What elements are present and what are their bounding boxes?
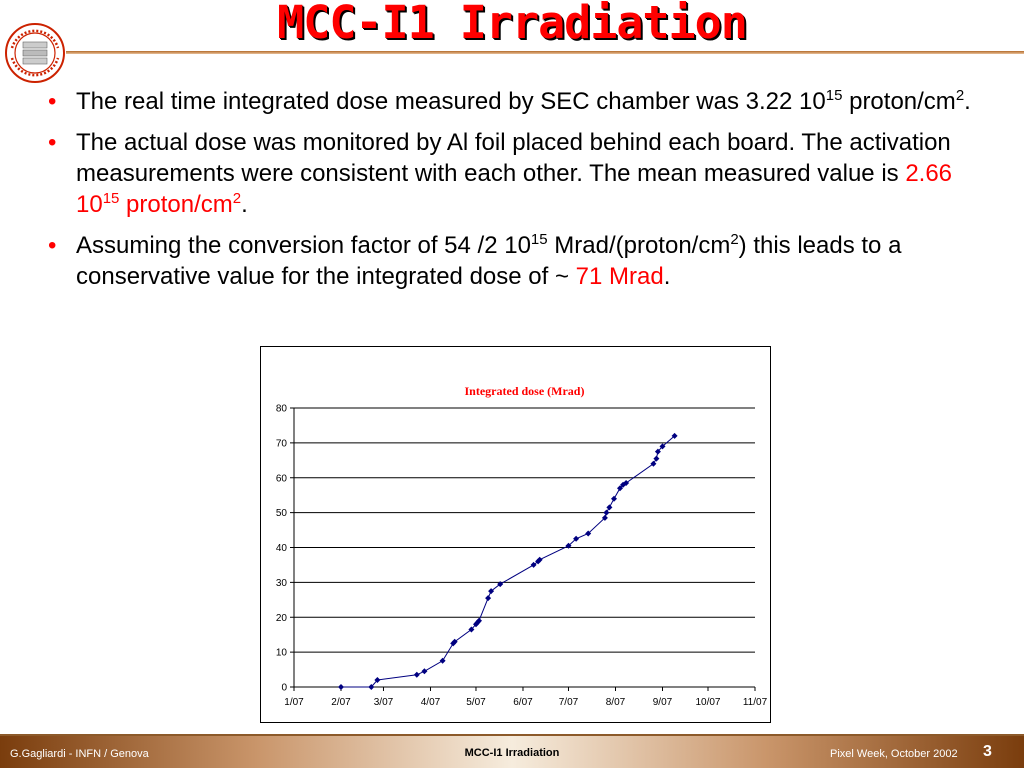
data-point [468,626,475,633]
title-divider [66,51,1024,54]
chart-canvas: Integrated dose (Mrad) 0 10 20 30 40 50 60 70 80 1… [276,384,768,708]
data-point [565,542,572,549]
highlight-value: proton/cm [119,191,233,218]
x-tick-label: 7/07 [559,697,579,708]
bullet-item-sec-dose: • The real time integrated dose measured… [48,86,998,117]
data-point [451,638,458,645]
bullet-text: . [241,191,248,218]
data-point [421,668,428,675]
bullet-marker: • [48,129,57,156]
page-number: 3 [983,743,992,760]
y-tick-label: 40 [276,543,288,554]
data-point [611,495,617,502]
atlas-pixel-logo [4,22,66,84]
data-point [653,455,660,462]
exponent: 15 [102,190,120,207]
bullet-text: ) this leads to a conservative value for… [76,232,902,290]
y-tick-label: 30 [276,578,288,589]
data-point [650,460,657,467]
data-point [530,561,537,568]
data-point [654,448,661,455]
bullet-text: . [964,88,971,115]
bullet-marker: • [48,232,57,259]
exponent: 2 [232,190,242,207]
y-tick-label: 80 [276,404,288,415]
y-tick-label: 0 [281,683,287,694]
data-point [603,509,610,516]
x-tick-label: 5/07 [466,697,486,708]
chart-title: Integrated dose (Mrad) [465,384,585,398]
footer-bar: G.Gagliardi - INFN / Genova MCC-I1 Irrad… [0,734,1024,768]
data-point [497,581,504,588]
x-tick-label: 1/07 [284,697,304,708]
data-point [536,556,543,563]
x-tick-label: 8/07 [606,697,626,708]
data-point [338,684,344,690]
x-tick-label: 3/07 [374,697,394,708]
data-point [439,657,446,664]
series-line [341,435,675,688]
data-point [617,485,623,492]
data-point [368,684,375,690]
x-tick-label: 6/07 [513,697,533,708]
x-tick-label: 10/07 [695,697,720,708]
bullet-text: Assuming the conversion factor of 54 /2 … [76,232,531,259]
data-point [585,530,592,537]
data-point [374,677,381,683]
bullet-item-al-foil: • The actual dose was monitored by Al fo… [48,127,998,220]
dose-chart: Integrated dose (Mrad) 0 10 20 30 40 50 60 70 80 1… [260,346,771,723]
bullet-item-conversion: • Assuming the conversion factor of 54 /… [48,230,998,292]
bullet-text: The real time integrated dose measured b… [76,88,826,115]
highlight-value: 2.66 10 [76,160,953,218]
bullet-list: • The real time integrated dose measured… [48,86,998,302]
x-tick-label: 9/07 [653,697,673,708]
bullet-text: . [663,263,671,290]
data-point [413,671,420,678]
data-point [476,617,482,624]
footer-title: MCC-I1 Irradiation [464,747,560,759]
data-point [671,432,678,439]
y-tick-label: 60 [276,473,288,484]
bullet-text: The actual dose was monitored by Al foil… [76,129,951,187]
bullet-text: proton/cm [842,88,956,115]
data-point [623,480,630,486]
data-point [488,588,495,595]
data-point [601,514,608,521]
y-tick-label: 20 [276,613,288,624]
footer-event: Pixel Week, October 2002 [830,748,958,760]
exponent: 15 [825,87,843,104]
exponent: 2 [730,231,739,248]
bullet-text: Mrad/(proton/cm [547,232,731,259]
y-tick-label: 10 [276,648,288,659]
x-tick-label: 4/07 [421,697,441,708]
x-tick-label: 2/07 [331,697,351,708]
data-point [573,535,580,542]
slide-title: MCC-I1 Irradiation [277,0,748,49]
footer-author: G.Gagliardi - INFN / Genova [10,748,149,760]
data-point [606,504,613,511]
exponent: 2 [955,87,965,104]
x-tick-label: 11/07 [743,697,768,708]
y-tick-label: 70 [276,438,288,449]
data-point [659,443,666,450]
bullet-marker: • [48,88,57,115]
exponent: 15 [530,231,548,248]
data-point [485,595,492,602]
y-tick-label: 50 [276,508,288,519]
highlight-value: 71 Mrad [575,263,664,290]
